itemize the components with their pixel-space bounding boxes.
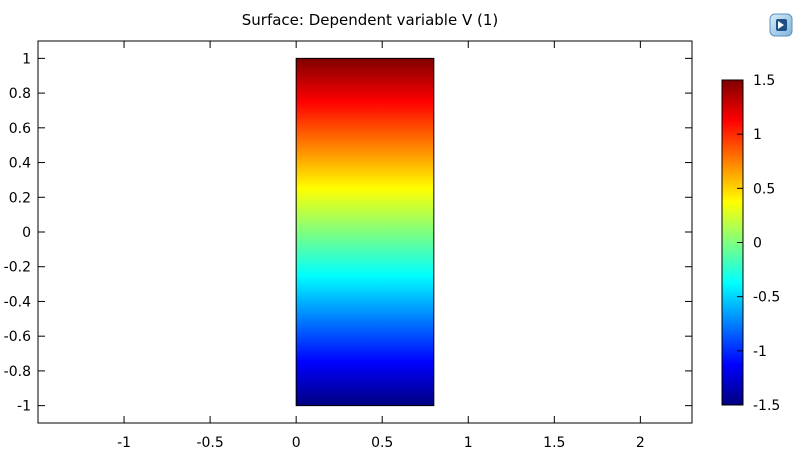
surface-domain — [295, 57, 435, 407]
colorbar-tick-label: -1.5 — [753, 398, 780, 414]
colorbar-tick-label: 0 — [753, 236, 762, 252]
x-tick-label: 2 — [636, 435, 645, 451]
y-tick-label: -0.8 — [4, 364, 31, 380]
colorbar-tick-label: 1 — [753, 127, 762, 143]
y-tick-label: 0.4 — [9, 156, 31, 172]
x-tick-label: 0 — [292, 435, 301, 451]
colorbar-tick-label: 0.5 — [753, 181, 775, 197]
y-tick-label: 1 — [22, 51, 31, 67]
y-tick-label: -0.4 — [4, 294, 31, 310]
y-tick-label: 0.8 — [9, 86, 31, 102]
y-tick-label: -0.2 — [4, 260, 31, 276]
colorbar-tick-label: -0.5 — [753, 290, 780, 306]
colorbar-tick-label: 1.5 — [753, 73, 775, 89]
y-tick-label: 0.2 — [9, 190, 31, 206]
y-tick-label: -1 — [17, 399, 31, 415]
x-tick-label: -0.5 — [196, 435, 223, 451]
x-tick-label: 1.5 — [543, 435, 565, 451]
y-tick-label: 0 — [22, 225, 31, 241]
x-tick-label: 0.5 — [371, 435, 393, 451]
y-tick-label: -0.6 — [4, 329, 31, 345]
x-tick-label: 1 — [464, 435, 473, 451]
x-axis-ticks: -1 -0.5 0 0.5 1 1.5 2 — [117, 41, 645, 451]
x-tick-label: -1 — [117, 435, 131, 451]
colorbar-tick-label: -1 — [753, 344, 767, 360]
y-tick-label: 0.6 — [9, 121, 31, 137]
y-axis-ticks: 1 0.8 0.6 0.4 0.2 0 -0.2 -0.4 -0.6 -0.8 -1 — [4, 51, 692, 415]
colorbar-ticks: 1.5 1 0.5 0 -0.5 -1 -1.5 — [737, 73, 780, 414]
comsol-logo-icon[interactable] — [769, 13, 793, 37]
plot-title: Surface: Dependent variable V (1) — [242, 11, 498, 29]
